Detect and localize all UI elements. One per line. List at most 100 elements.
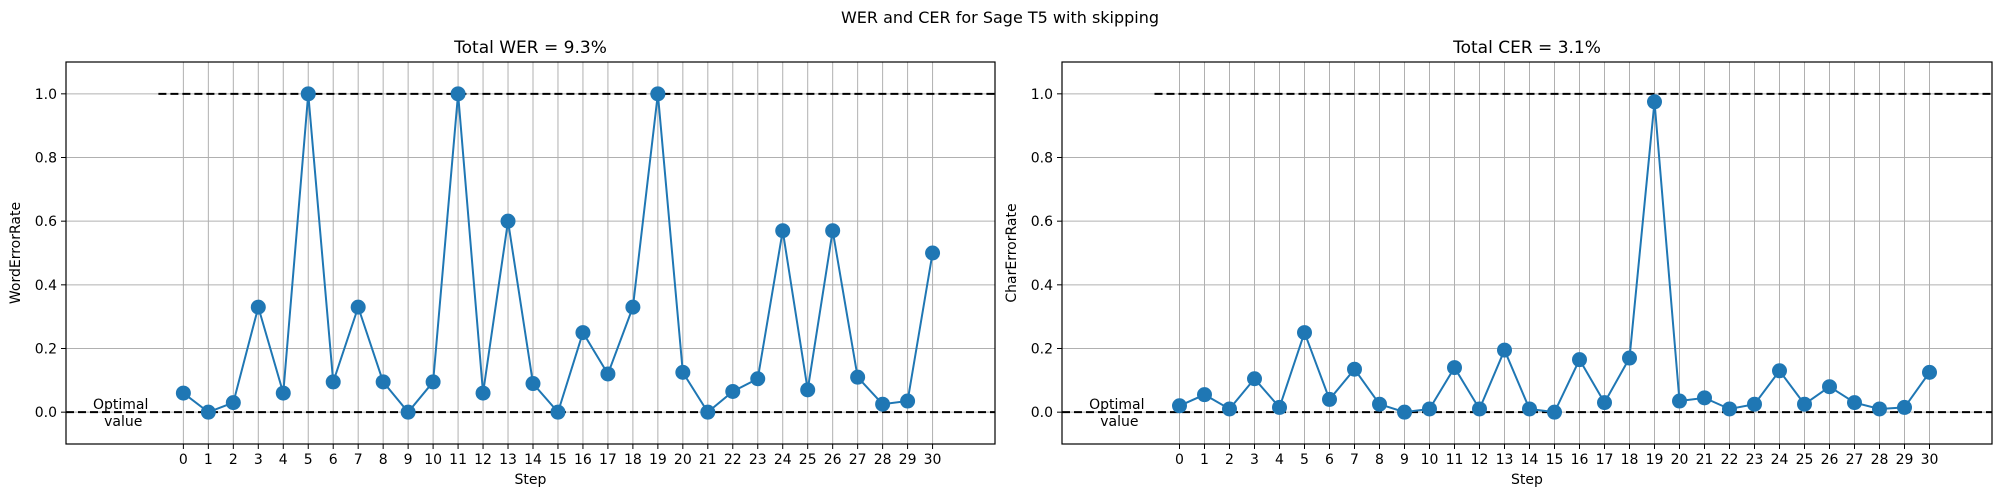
data-point	[200, 404, 216, 420]
data-point	[1922, 364, 1937, 380]
data-point	[700, 404, 716, 420]
chart-title: Total WER = 9.3%	[453, 38, 607, 58]
x-axis-label: Step	[515, 472, 547, 488]
annotation-value: value	[104, 414, 142, 430]
x-tick-label: 9	[1400, 452, 1409, 468]
annotation-value: value	[1100, 414, 1138, 430]
data-point	[800, 382, 816, 398]
data-point	[175, 385, 191, 401]
data-point	[1872, 401, 1887, 417]
x-tick-label: 3	[254, 452, 263, 468]
x-tick-label: 15	[1546, 452, 1564, 468]
axes-frame	[1061, 61, 1993, 445]
data-point	[350, 299, 366, 315]
y-tick-label: 1.0	[1031, 87, 1053, 103]
x-tick-label: 12	[474, 452, 492, 468]
annotation-optimal: Optimal	[1089, 397, 1144, 413]
data-point	[1572, 352, 1587, 368]
chart-title: Total CER = 3.1%	[1452, 38, 1601, 58]
y-tick-label: 0.8	[35, 151, 57, 167]
x-tick-label: 10	[1421, 452, 1439, 468]
data-point	[375, 374, 391, 390]
x-tick-label: 22	[1721, 452, 1739, 468]
data-point	[550, 404, 566, 420]
x-tick-label: 4	[1275, 452, 1284, 468]
data-point	[1347, 361, 1362, 377]
x-tick-label: 26	[824, 452, 842, 468]
data-point	[1772, 363, 1787, 379]
x-tick-label: 28	[1871, 452, 1889, 468]
y-axis-label: CharErrorRate	[1004, 203, 1020, 302]
data-point	[400, 404, 416, 420]
data-point	[1647, 94, 1662, 110]
x-tick-label: 25	[1796, 452, 1814, 468]
x-tick-label: 18	[624, 452, 642, 468]
x-tick-label: 11	[1446, 452, 1464, 468]
x-tick-label: 6	[1325, 452, 1334, 468]
data-point	[900, 393, 916, 409]
data-point	[1597, 395, 1612, 411]
data-point	[750, 371, 766, 387]
x-tick-label: 8	[1375, 452, 1384, 468]
data-point	[1522, 401, 1537, 417]
data-point	[1497, 342, 1512, 358]
data-point	[675, 364, 691, 380]
data-point	[1422, 401, 1437, 417]
data-point	[1547, 404, 1562, 420]
x-tick-label: 30	[924, 452, 942, 468]
x-tick-label: 23	[1746, 452, 1764, 468]
x-tick-label: 20	[1671, 452, 1689, 468]
x-tick-label: 19	[649, 452, 667, 468]
data-point	[1397, 404, 1412, 420]
y-tick-label: 0.6	[1031, 214, 1053, 230]
x-tick-label: 14	[524, 452, 542, 468]
axes-frame	[65, 61, 996, 445]
data-point	[325, 374, 341, 390]
data-point	[250, 299, 266, 315]
y-tick-label: 1.0	[35, 87, 57, 103]
data-point	[1672, 393, 1687, 409]
data-point	[425, 374, 441, 390]
x-tick-label: 14	[1521, 452, 1539, 468]
x-tick-label: 6	[329, 452, 338, 468]
x-tick-label: 26	[1821, 452, 1839, 468]
data-point	[1797, 396, 1812, 412]
x-tick-label: 21	[699, 452, 717, 468]
data-point	[1897, 399, 1912, 415]
y-tick-label: 0.2	[1031, 342, 1053, 358]
data-point	[450, 86, 466, 102]
figure-title: WER and CER for Sage T5 with skipping	[840, 8, 1160, 27]
x-tick-label: 2	[1225, 452, 1234, 468]
data-point	[625, 299, 641, 315]
x-tick-label: 30	[1921, 452, 1939, 468]
data-point	[850, 369, 866, 385]
y-tick-label: 0.4	[35, 278, 57, 294]
x-tick-label: 22	[724, 452, 742, 468]
x-tick-label: 12	[1471, 452, 1489, 468]
x-tick-label: 17	[599, 452, 617, 468]
x-tick-label: 7	[1350, 452, 1359, 468]
data-point	[650, 86, 666, 102]
data-point	[825, 223, 841, 239]
data-point	[1272, 399, 1287, 415]
x-tick-label: 16	[574, 452, 592, 468]
data-point	[1247, 371, 1262, 387]
y-tick-label: 0.0	[35, 405, 57, 421]
x-tick-label: 4	[279, 452, 288, 468]
x-tick-label: 24	[774, 452, 792, 468]
x-tick-label: 8	[379, 452, 388, 468]
y-tick-label: 0.6	[35, 214, 57, 230]
x-tick-label: 15	[549, 452, 567, 468]
data-point	[1447, 360, 1462, 376]
x-tick-label: 20	[674, 452, 692, 468]
x-tick-label: 0	[179, 452, 188, 468]
x-tick-label: 10	[424, 452, 442, 468]
x-tick-label: 29	[1896, 452, 1914, 468]
x-tick-label: 29	[899, 452, 917, 468]
x-tick-label: 21	[1696, 452, 1714, 468]
data-point	[525, 376, 541, 392]
x-tick-label: 17	[1596, 452, 1614, 468]
data-point	[500, 213, 516, 229]
